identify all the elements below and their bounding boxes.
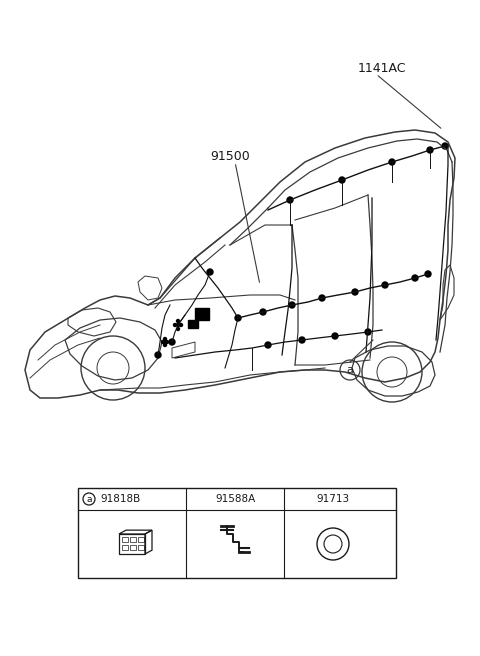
Circle shape <box>161 340 165 344</box>
Circle shape <box>164 337 167 340</box>
Circle shape <box>235 315 241 321</box>
Circle shape <box>332 333 338 339</box>
Circle shape <box>177 327 180 331</box>
Circle shape <box>166 340 168 344</box>
Circle shape <box>164 344 167 346</box>
Circle shape <box>180 323 182 327</box>
Circle shape <box>177 319 180 323</box>
Bar <box>138 545 144 550</box>
Circle shape <box>169 339 175 345</box>
Circle shape <box>319 295 325 301</box>
Bar <box>119 534 145 554</box>
Circle shape <box>287 197 293 203</box>
Text: a: a <box>86 495 92 504</box>
Text: 91588A: 91588A <box>215 494 255 504</box>
Circle shape <box>382 282 388 288</box>
Circle shape <box>442 143 448 149</box>
Text: 91713: 91713 <box>316 494 349 504</box>
Circle shape <box>260 309 266 315</box>
Circle shape <box>299 337 305 343</box>
Text: 1141AC: 1141AC <box>358 62 407 75</box>
Bar <box>122 537 128 542</box>
Text: a: a <box>347 365 353 375</box>
Circle shape <box>365 329 371 335</box>
Circle shape <box>177 323 180 327</box>
Bar <box>188 320 198 328</box>
Circle shape <box>389 159 395 165</box>
Circle shape <box>207 269 213 275</box>
Bar <box>122 545 128 550</box>
Bar <box>130 545 135 550</box>
Circle shape <box>155 352 161 358</box>
Circle shape <box>289 302 295 308</box>
Circle shape <box>339 177 345 183</box>
Circle shape <box>412 275 418 281</box>
Bar <box>130 537 135 542</box>
Circle shape <box>265 342 271 348</box>
Circle shape <box>427 147 433 153</box>
Circle shape <box>173 323 177 327</box>
Text: 91818B: 91818B <box>100 494 140 504</box>
Circle shape <box>352 289 358 295</box>
Bar <box>195 308 209 320</box>
Circle shape <box>425 271 431 277</box>
Text: 91500: 91500 <box>210 150 250 163</box>
Bar <box>138 537 144 542</box>
Bar <box>78 488 396 578</box>
